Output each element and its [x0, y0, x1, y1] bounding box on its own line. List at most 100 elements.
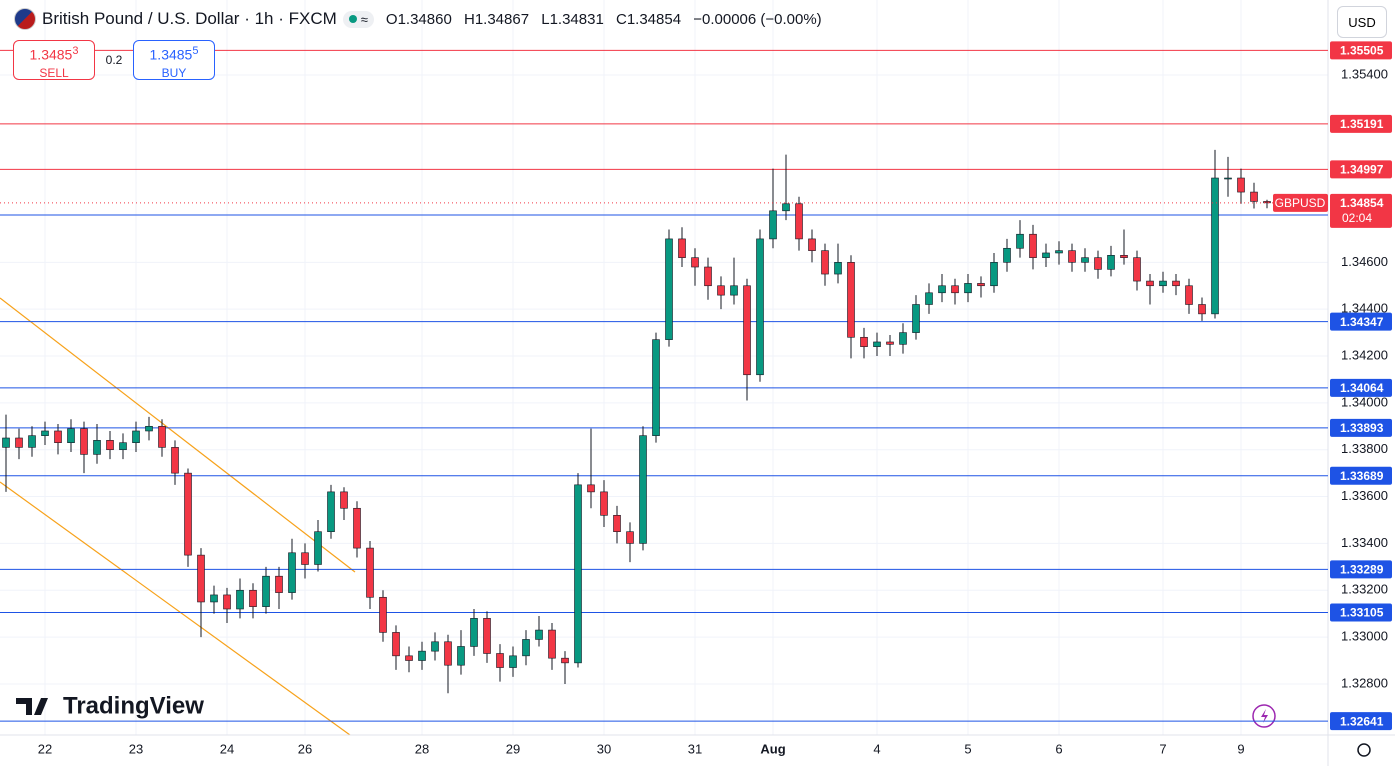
- candle-body: [1263, 201, 1271, 204]
- y-tick-label: 1.34600: [1341, 254, 1388, 269]
- level-label: 1.33289: [1340, 563, 1384, 577]
- candle-body: [327, 491, 335, 532]
- status-badge[interactable]: ≈: [342, 10, 374, 28]
- candle-body: [80, 428, 88, 455]
- candle-body: [236, 589, 244, 610]
- candle-body: [1159, 280, 1167, 287]
- candle-body: [132, 430, 140, 443]
- candle-body: [665, 238, 673, 340]
- buy-price: 1.3485: [149, 46, 193, 63]
- grid: [0, 0, 1328, 735]
- candle-body: [431, 641, 439, 652]
- candle-body: [587, 484, 595, 493]
- sell-pip: 3: [72, 45, 79, 57]
- currency-button[interactable]: USD: [1337, 6, 1387, 38]
- x-tick-label: 4: [873, 741, 880, 756]
- x-tick-label: 22: [38, 741, 52, 756]
- candle-body: [1107, 255, 1115, 270]
- x-tick-label: 29: [506, 741, 520, 756]
- ohlc-label: C: [615, 10, 627, 28]
- x-tick-label: Aug: [760, 741, 785, 756]
- alert-button[interactable]: [1252, 704, 1276, 728]
- candle-body: [821, 250, 829, 275]
- level-tag: [1330, 418, 1392, 437]
- level-label: 1.34347: [1340, 315, 1384, 329]
- ohlc-change: −0.00006 (−0.00%): [693, 10, 822, 28]
- candle-body: [1211, 177, 1219, 315]
- x-tick-label: 30: [597, 741, 611, 756]
- level-tag: [1330, 41, 1392, 60]
- candle-body: [275, 575, 283, 593]
- brand-logo: TradingView: [16, 692, 204, 719]
- level-tag: [1330, 712, 1392, 731]
- candle-body: [1003, 247, 1011, 263]
- candle-body: [171, 447, 179, 474]
- candle-body: [210, 594, 218, 603]
- symbol-tag: [1273, 193, 1328, 212]
- candle-body: [509, 655, 517, 668]
- candle-body: [730, 285, 738, 296]
- candle-body: [574, 484, 582, 664]
- candle-body: [1016, 233, 1024, 249]
- candle-body: [457, 646, 465, 666]
- candle-body: [314, 531, 322, 565]
- countdown: 02:04: [1342, 211, 1372, 225]
- symbol-title: British Pound / U.S. Dollar · 1h · FXCM: [42, 9, 337, 28]
- level-tag: [1330, 160, 1392, 179]
- ohlc-value: 1.34854: [626, 10, 682, 28]
- header: British Pound / U.S. Dollar · 1h · FXCM …: [14, 8, 822, 30]
- candle-body: [392, 632, 400, 657]
- level-label: 1.33893: [1340, 421, 1384, 435]
- y-tick-label: 1.33800: [1341, 441, 1388, 456]
- level-tag: [1330, 312, 1392, 331]
- sell-button[interactable]: 1.34853 SELL: [13, 40, 95, 80]
- candle-body: [1029, 233, 1037, 258]
- level-label: 1.34064: [1340, 381, 1384, 395]
- trend-line: [0, 297, 356, 573]
- level-label: 1.35191: [1340, 117, 1384, 131]
- settings-button[interactable]: [1357, 743, 1371, 757]
- candle-body: [652, 339, 660, 436]
- candle-body: [847, 262, 855, 338]
- buy-button[interactable]: 1.34855 BUY: [133, 40, 215, 80]
- candle-body: [2, 437, 10, 448]
- candle-body: [639, 435, 647, 544]
- candle-body: [67, 428, 75, 443]
- candle-body: [1146, 280, 1154, 287]
- x-tick-label: 6: [1055, 741, 1062, 756]
- candle-body: [41, 430, 49, 436]
- candle-body: [1198, 304, 1206, 315]
- ohlc-value: 1.34831: [549, 10, 604, 28]
- level-tag: [1330, 114, 1392, 133]
- level-tag: [1330, 378, 1392, 397]
- candle-body: [1133, 257, 1141, 282]
- buy-pip: 5: [192, 45, 199, 57]
- candle-body: [860, 336, 868, 347]
- candle-body: [379, 596, 387, 633]
- x-tick-label: 9: [1237, 741, 1244, 756]
- candle-body: [743, 285, 751, 376]
- currency-label: USD: [1348, 14, 1376, 30]
- sell-price: 1.3485: [29, 46, 73, 63]
- candle-body: [1172, 280, 1180, 287]
- y-tick-label: 1.35400: [1341, 66, 1388, 81]
- candle-body: [197, 554, 205, 603]
- candle-body: [808, 238, 816, 251]
- candle-body: [782, 203, 790, 212]
- level-tag: [1330, 603, 1392, 622]
- level-label: 1.34997: [1340, 163, 1384, 177]
- candle-body: [483, 618, 491, 654]
- level-label: 1.33689: [1340, 469, 1384, 483]
- candle-body: [691, 257, 699, 268]
- candle-body: [951, 285, 959, 294]
- x-tick-label: 7: [1159, 741, 1166, 756]
- x-tick-label: 26: [298, 741, 312, 756]
- candle-body: [249, 589, 257, 607]
- candle-body: [119, 442, 127, 451]
- candle-body: [522, 639, 530, 657]
- candle-body: [262, 575, 270, 607]
- sell-label: SELL: [39, 65, 69, 80]
- ohlc-label: L: [541, 10, 550, 28]
- candle-body: [288, 552, 296, 593]
